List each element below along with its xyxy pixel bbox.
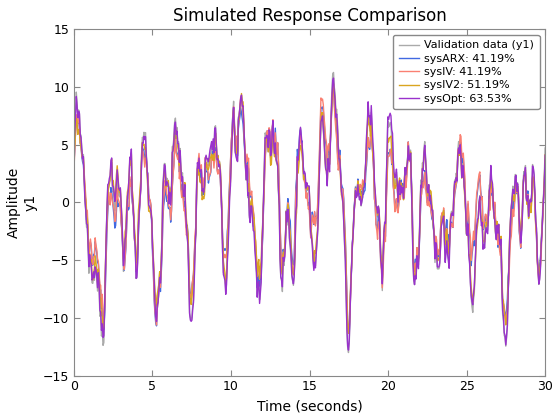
sysIV2: 51.19%: (30, 4.13): 51.19%: (30, 4.13) bbox=[542, 152, 548, 158]
Validation data (y1) bbox=[387, 120, 394, 125]
Legend: Validation data (y1), sysARX: 41.19%, sysIV: 41.19%, sysIV2: 51.19%, sysOpt: 63.: Validation data (y1), sysARX: 41.19%, sy… bbox=[393, 35, 540, 109]
X-axis label: Time (seconds): Time (seconds) bbox=[256, 399, 362, 413]
Validation data (y1) bbox=[284, 223, 291, 228]
sysIV: 41.19%: (7.71, -2.7): 41.19%: (7.71, -2.7) bbox=[192, 231, 198, 236]
sysOpt: 63.53%: (20.1, 7.73): 63.53%: (20.1, 7.73) bbox=[387, 111, 394, 116]
sysOpt: 63.53%: (16.5, 10.8): 63.53%: (16.5, 10.8) bbox=[330, 76, 337, 81]
Validation data (y1) bbox=[330, 70, 337, 75]
Line: Validation data (y1): Validation data (y1) bbox=[74, 73, 545, 352]
sysIV: 41.19%: (5.31, -9.15): 41.19%: (5.31, -9.15) bbox=[154, 306, 161, 311]
Line: sysIV: 41.19%: sysIV: 41.19% bbox=[74, 89, 545, 332]
sysOpt: 63.53%: (13.6, -1.68): 63.53%: (13.6, -1.68) bbox=[284, 219, 291, 224]
Validation data (y1) bbox=[154, 293, 161, 298]
Title: Simulated Response Comparison: Simulated Response Comparison bbox=[172, 7, 446, 25]
Line: sysARX: 41.19%: sysARX: 41.19% bbox=[74, 90, 545, 333]
sysOpt: 63.53%: (5.31, -8.86): 63.53%: (5.31, -8.86) bbox=[154, 302, 161, 307]
sysARX: 41.19%: (22.7, 0.245): 41.19%: (22.7, 0.245) bbox=[427, 197, 433, 202]
sysOpt: 63.53%: (22.7, 0.611): 63.53%: (22.7, 0.611) bbox=[427, 193, 433, 198]
sysARX: 41.19%: (17.8, -2.7): 41.19%: (17.8, -2.7) bbox=[350, 231, 357, 236]
sysIV: 41.19%: (22.7, -0.213): 41.19%: (22.7, -0.213) bbox=[427, 202, 433, 207]
sysIV2: 51.19%: (5.31, -7.92): 51.19%: (5.31, -7.92) bbox=[154, 291, 161, 297]
sysARX: 41.19%: (20.1, 4.61): 41.19%: (20.1, 4.61) bbox=[387, 147, 394, 152]
sysARX: 41.19%: (16.5, 9.71): 41.19%: (16.5, 9.71) bbox=[329, 88, 336, 93]
sysARX: 41.19%: (7.71, -3.16): 41.19%: (7.71, -3.16) bbox=[192, 236, 198, 241]
sysIV2: 51.19%: (20.1, 5.62): 51.19%: (20.1, 5.62) bbox=[387, 135, 394, 140]
Y-axis label: Amplitude
y1: Amplitude y1 bbox=[7, 167, 37, 238]
sysIV: 41.19%: (20.1, 4.48): 41.19%: (20.1, 4.48) bbox=[387, 148, 394, 153]
sysIV: 41.19%: (0, 2.83): 41.19%: (0, 2.83) bbox=[71, 167, 77, 172]
sysIV2: 51.19%: (13.6, -1.52): 51.19%: (13.6, -1.52) bbox=[284, 218, 291, 223]
sysARX: 41.19%: (17.5, -11.3): 41.19%: (17.5, -11.3) bbox=[346, 331, 353, 336]
sysOpt: 63.53%: (0, 4.96): 63.53%: (0, 4.96) bbox=[71, 143, 77, 148]
sysOpt: 63.53%: (17.8, -2.68): 63.53%: (17.8, -2.68) bbox=[350, 231, 357, 236]
Validation data (y1) bbox=[345, 350, 352, 355]
sysARX: 41.19%: (5.31, -9.16): 41.19%: (5.31, -9.16) bbox=[154, 306, 161, 311]
sysIV2: 51.19%: (0, 4.07): 51.19%: (0, 4.07) bbox=[71, 153, 77, 158]
sysARX: 41.19%: (30, 3.68): 41.19%: (30, 3.68) bbox=[542, 158, 548, 163]
sysIV2: 51.19%: (7.71, -3.46): 51.19%: (7.71, -3.46) bbox=[192, 240, 198, 245]
Validation data (y1) bbox=[350, 230, 357, 235]
sysOpt: 63.53%: (7.71, -4): 63.53%: (7.71, -4) bbox=[192, 246, 198, 251]
Validation data (y1) bbox=[542, 145, 548, 150]
sysIV2: 51.19%: (17.5, -11.3): 51.19%: (17.5, -11.3) bbox=[345, 331, 352, 336]
Validation data (y1) bbox=[192, 247, 198, 252]
sysARX: 41.19%: (13.6, -0.612): 41.19%: (13.6, -0.612) bbox=[284, 207, 291, 212]
sysOpt: 63.53%: (17.5, -12.8): 63.53%: (17.5, -12.8) bbox=[345, 348, 352, 353]
sysIV2: 51.19%: (17.8, -2.64): 51.19%: (17.8, -2.64) bbox=[350, 231, 357, 236]
Line: sysOpt: 63.53%: sysOpt: 63.53% bbox=[74, 78, 545, 350]
sysIV: 41.19%: (16.5, 9.8): 41.19%: (16.5, 9.8) bbox=[330, 87, 337, 92]
sysIV: 41.19%: (17.8, -2.76): 41.19%: (17.8, -2.76) bbox=[350, 232, 357, 237]
sysIV: 41.19%: (30, 3.5): 41.19%: (30, 3.5) bbox=[542, 160, 548, 165]
sysIV2: 51.19%: (22.7, 1.06): 51.19%: (22.7, 1.06) bbox=[427, 188, 433, 193]
sysIV: 41.19%: (13.6, -0.959): 41.19%: (13.6, -0.959) bbox=[284, 211, 291, 216]
sysARX: 41.19%: (0, 3.41): 41.19%: (0, 3.41) bbox=[71, 160, 77, 165]
sysOpt: 63.53%: (30, 4.08): 63.53%: (30, 4.08) bbox=[542, 153, 548, 158]
Validation data (y1) bbox=[71, 137, 77, 142]
sysIV: 41.19%: (17.5, -11.2): 41.19%: (17.5, -11.2) bbox=[345, 330, 352, 335]
sysIV2: 51.19%: (16.5, 10.3): 51.19%: (16.5, 10.3) bbox=[330, 81, 337, 86]
Validation data (y1) bbox=[427, 190, 433, 195]
Line: sysIV2: 51.19%: sysIV2: 51.19% bbox=[74, 84, 545, 333]
